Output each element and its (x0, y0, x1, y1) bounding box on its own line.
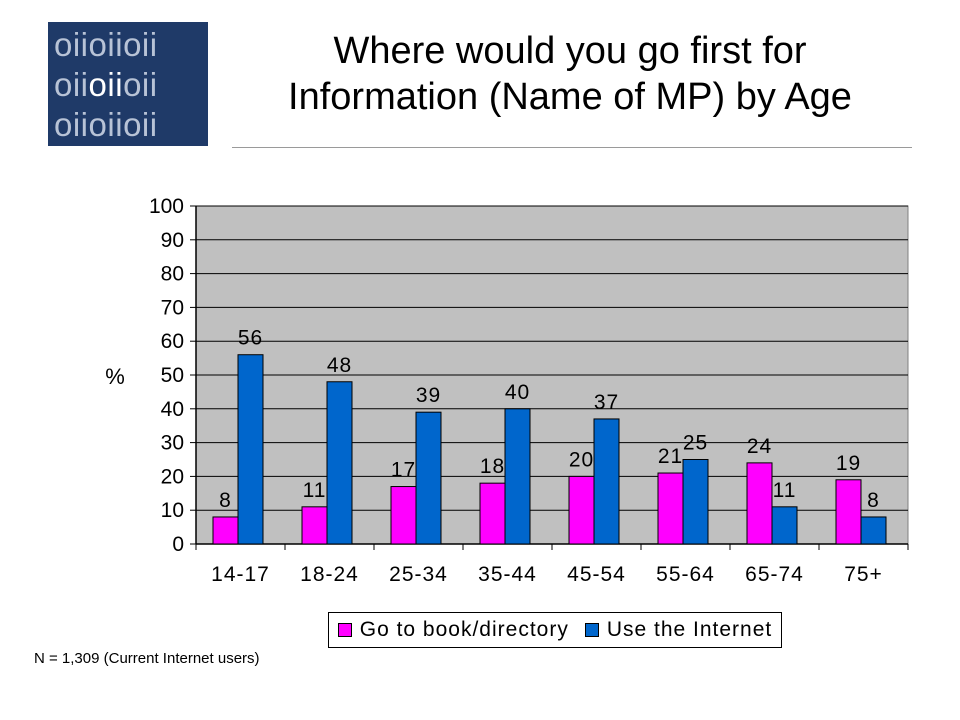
data-label: 40 (505, 381, 530, 404)
data-label: 20 (569, 448, 594, 471)
title-divider (232, 147, 912, 148)
x-tick-label: 55-64 (656, 563, 715, 586)
legend-item-book: Go to book/directory (337, 618, 569, 642)
data-label: 19 (836, 452, 861, 475)
bar (479, 482, 506, 545)
data-label: 56 (238, 327, 263, 350)
data-label: 24 (747, 435, 772, 458)
y-tick-label: 20 (161, 465, 184, 488)
y-tick-label: 30 (161, 432, 184, 455)
footnote: N = 1,309 (Current Internet users) (34, 650, 260, 667)
data-label: 21 (658, 445, 683, 468)
y-tick-label: 0 (172, 533, 184, 556)
bar (835, 479, 862, 545)
data-label: 8 (219, 489, 232, 512)
data-label: 37 (594, 391, 619, 414)
y-tick-label: 40 (161, 398, 184, 421)
data-label: 17 (391, 459, 416, 482)
bar (326, 381, 353, 545)
bar (746, 462, 773, 545)
data-label: 18 (480, 455, 505, 478)
data-label: 48 (327, 354, 352, 377)
bar (657, 472, 684, 545)
y-tick-label: 90 (161, 229, 184, 252)
bar (237, 354, 264, 545)
y-tick-label: 100 (149, 195, 184, 218)
legend-label-internet: Use the Internet (606, 618, 773, 641)
x-tick-label: 14-17 (211, 563, 270, 586)
x-tick-label: 65-74 (745, 563, 804, 586)
x-tick-label: 45-54 (567, 563, 626, 586)
bar (771, 506, 798, 545)
logo: oiioiioii oiioiioii oiioiioii (48, 22, 208, 146)
data-label: 8 (867, 489, 880, 512)
legend-item-internet: Use the Internet (584, 618, 773, 642)
x-tick-label: 25-34 (389, 563, 448, 586)
bar (212, 516, 239, 545)
bar (504, 408, 531, 545)
bar (568, 475, 595, 545)
legend-label-book: Go to book/directory (359, 618, 569, 641)
y-tick-label: 50 (161, 364, 184, 387)
bar (860, 516, 887, 545)
legend-swatch-internet (584, 623, 599, 637)
data-label: 39 (416, 384, 441, 407)
bar (301, 506, 328, 545)
y-tick-label: 60 (161, 330, 184, 353)
data-label: 11 (303, 479, 327, 502)
title-line-1: Where would you go first for (333, 30, 807, 72)
y-tick-label: 70 (161, 296, 184, 319)
bar (593, 418, 620, 545)
legend-swatch-book (337, 623, 352, 637)
logo-row-1: oiioiioii (54, 26, 158, 63)
x-tick-label: 35-44 (478, 563, 537, 586)
logo-row-2: oiioiioii (54, 66, 158, 103)
x-tick-label: 75+ (844, 563, 883, 586)
title-line-2: Information (Name of MP) by Age (288, 76, 852, 118)
logo-row-3: oiioiioii (54, 106, 158, 143)
chart-legend: Go to book/directory Use the Internet (328, 612, 782, 648)
page-title: Where would you go first for Information… (230, 28, 910, 120)
bar (415, 411, 442, 545)
x-tick-label: 18-24 (300, 563, 359, 586)
data-label: 25 (683, 432, 708, 455)
y-tick-label: 10 (161, 499, 184, 522)
bar (390, 486, 417, 545)
y-axis-label: % (105, 364, 125, 389)
data-label: 11 (773, 479, 797, 502)
y-tick-label: 80 (161, 263, 184, 286)
bar (682, 459, 709, 545)
